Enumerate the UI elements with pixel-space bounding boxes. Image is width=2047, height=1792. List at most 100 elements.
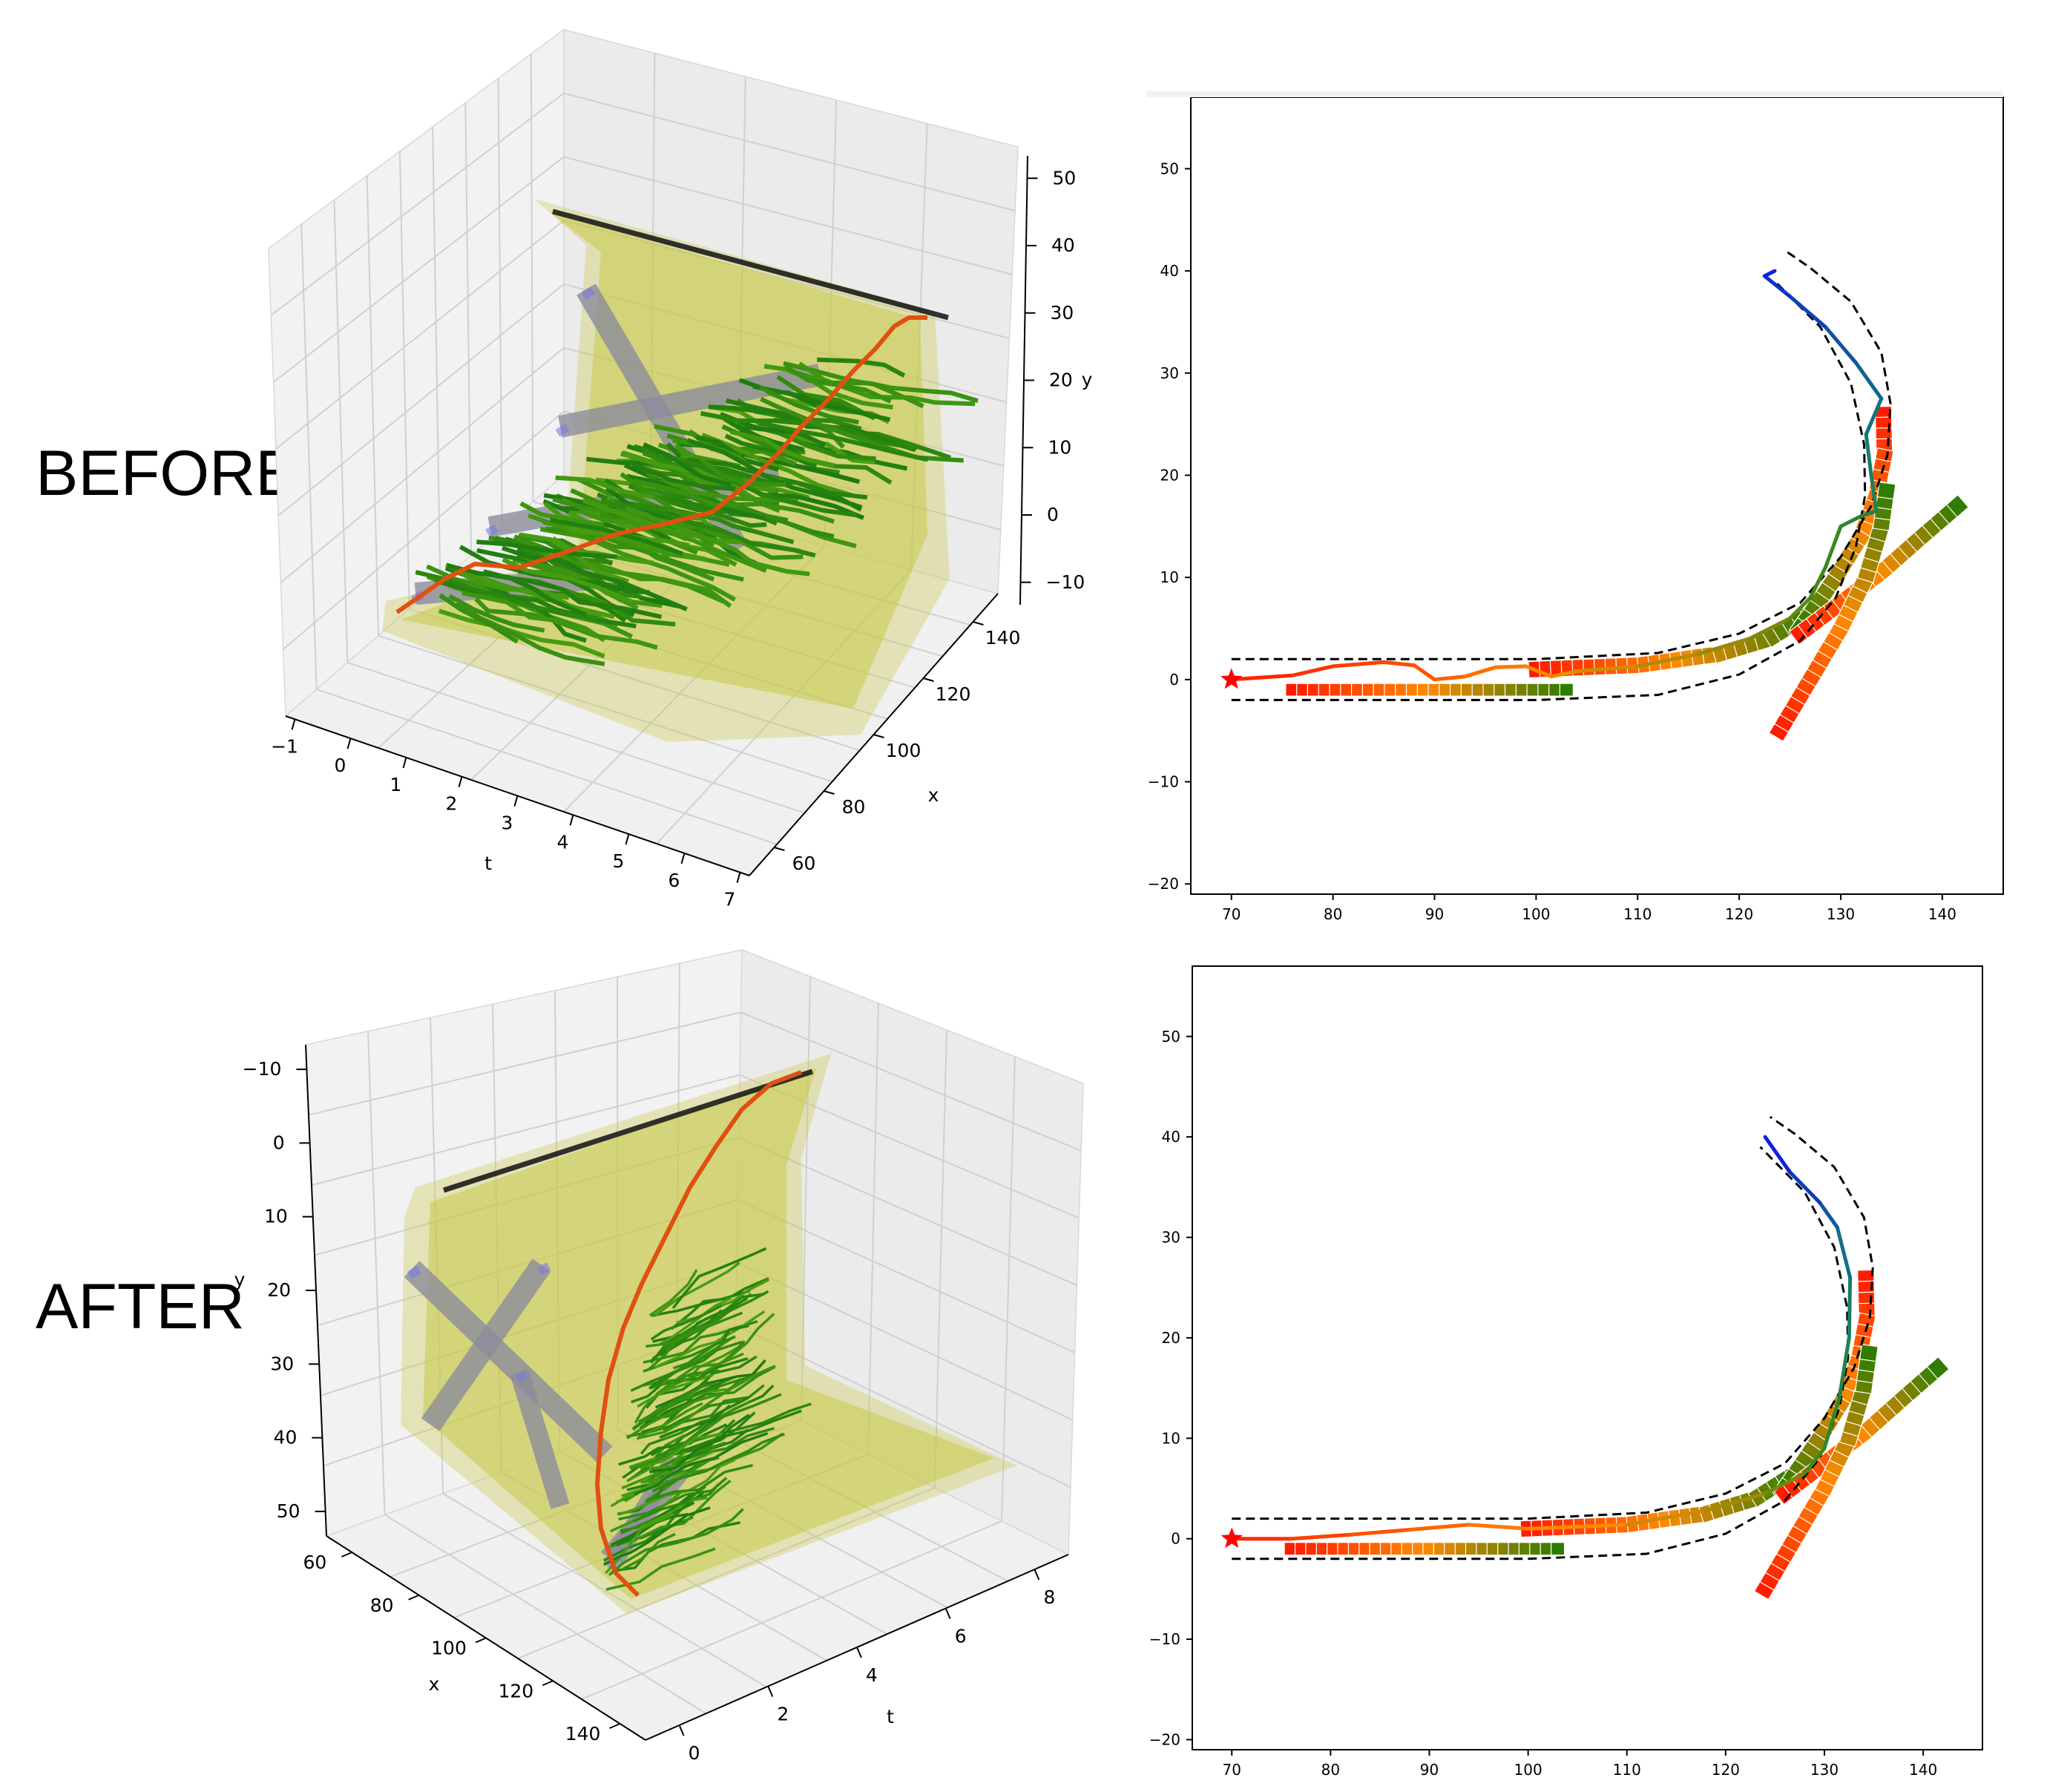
ego-path-segment xyxy=(1824,524,1843,569)
obstacle-bar xyxy=(421,1258,551,1431)
ego-path-segment xyxy=(1467,1523,1531,1531)
lane-boundary xyxy=(1232,1115,1874,1520)
tree-branch xyxy=(555,475,654,500)
tree-branch xyxy=(637,1373,713,1408)
grid-line xyxy=(563,92,1016,211)
tree-branch xyxy=(603,1506,711,1566)
tree-branch xyxy=(648,1269,698,1317)
ego-path-segment xyxy=(1635,652,1701,669)
t-tick-mark xyxy=(346,738,352,749)
tree-branch xyxy=(618,1423,728,1466)
y-tick-label: 30 xyxy=(270,1353,294,1374)
x-tick-label: 140 xyxy=(565,1723,601,1745)
tree-branch xyxy=(519,501,605,527)
t-tick-label: 7 xyxy=(724,889,736,910)
tree-branch xyxy=(763,364,893,410)
t-axis-label: t xyxy=(484,853,492,874)
t-tick-mark xyxy=(736,872,741,883)
obstacle-bar xyxy=(404,1261,613,1463)
x-tick-mark xyxy=(873,734,884,738)
t-tick-label: 2 xyxy=(446,793,458,815)
t-tick-mark xyxy=(291,719,296,730)
ego-path-segment xyxy=(1822,1396,1841,1451)
x-tick-label: 80 xyxy=(370,1595,394,1616)
grid-line xyxy=(367,1031,386,1515)
tree-branch xyxy=(643,442,732,488)
tree-branch xyxy=(701,433,853,498)
tree-branch xyxy=(476,539,617,559)
ego-path-segment xyxy=(1381,660,1416,668)
tree-branch xyxy=(654,1310,766,1369)
x-tick-label: 140 xyxy=(1928,905,1956,923)
grid-line xyxy=(442,1492,767,1688)
x-tick-mark xyxy=(408,1594,420,1601)
ego-path-segment xyxy=(1762,274,1793,298)
lane-boundary xyxy=(1231,280,1867,701)
x-tick-mark xyxy=(475,1637,487,1644)
t-tick-label: 0 xyxy=(335,755,346,776)
grid-line xyxy=(283,410,565,650)
tree-branch xyxy=(686,438,863,510)
ego-path-segment xyxy=(1763,1471,1807,1496)
grid-line xyxy=(300,224,318,689)
grid-line xyxy=(801,976,811,1422)
ego-path-segment xyxy=(1787,1170,1821,1204)
x-tick-label: 80 xyxy=(1321,1761,1340,1779)
x-tick-label: 70 xyxy=(1222,905,1241,923)
t-tick-mark xyxy=(458,776,463,787)
ego-path-segment xyxy=(1463,665,1498,679)
grid-line xyxy=(384,1514,706,1715)
ego-path-segment xyxy=(1696,637,1752,656)
start-star-icon xyxy=(1220,1527,1243,1549)
x-tick-label: 140 xyxy=(1909,1761,1937,1779)
y-tick-label: 40 xyxy=(274,1427,298,1448)
x-tick-label: 70 xyxy=(1223,1761,1241,1779)
y-tick-label: 50 xyxy=(1053,167,1077,188)
agent-block xyxy=(1945,494,1970,518)
y-tick-label: 40 xyxy=(1162,1128,1180,1146)
x-tick-label: 60 xyxy=(792,853,816,874)
ego-path-segment xyxy=(1229,673,1295,682)
t-tick-label: −1 xyxy=(271,735,298,757)
tree-branch xyxy=(620,1532,676,1571)
grid-line xyxy=(311,1074,740,1187)
t-tick-mark xyxy=(625,833,630,845)
tree-branch xyxy=(415,570,599,621)
agent-block xyxy=(1876,481,1896,500)
tree-branch xyxy=(632,478,835,524)
x-tick-label: 110 xyxy=(1613,1761,1641,1779)
y-tick-label: 50 xyxy=(1162,1028,1180,1046)
before-2d-chart: 70 80 90 100 110 120 130 140 −20 −10 0 10 20 30 40 50 xyxy=(1146,91,2004,923)
grid-line xyxy=(366,175,379,636)
ego-path-segment xyxy=(1837,1336,1851,1400)
grid-line xyxy=(1001,1056,1016,1522)
x-tick-label: 100 xyxy=(886,740,921,761)
tree-branch xyxy=(660,1297,748,1356)
tree-branch xyxy=(539,527,737,602)
ego-path-segment xyxy=(1433,675,1468,682)
ego-path-segment xyxy=(1763,1135,1792,1174)
x-tick-label: 80 xyxy=(842,796,866,818)
tree-branch xyxy=(618,1477,728,1521)
x-axis-label: x xyxy=(928,784,939,806)
obstacle-bar xyxy=(510,1370,570,1509)
ego-path-segment xyxy=(1839,514,1863,528)
y-tick-label: −20 xyxy=(1148,875,1179,893)
y-axis-label: y xyxy=(234,1269,246,1290)
t-tick-label: 5 xyxy=(613,850,625,872)
x-tick-label: 100 xyxy=(431,1638,467,1659)
tree-branch xyxy=(643,1427,775,1484)
y-tick-label: −10 xyxy=(1046,571,1085,593)
x-tick-label: 130 xyxy=(1827,905,1855,923)
tree-branch xyxy=(640,1393,782,1455)
start-star-icon xyxy=(1220,668,1243,689)
y-tick-label: 50 xyxy=(277,1500,300,1522)
grid-line xyxy=(867,1002,879,1455)
grid-line xyxy=(736,1261,1074,1421)
tree-branch xyxy=(630,1340,743,1392)
y-tick-label: −10 xyxy=(243,1058,282,1080)
grid-line xyxy=(735,1324,1071,1489)
after-label: AFTER xyxy=(36,1271,245,1342)
x-tick-label: 60 xyxy=(303,1552,326,1573)
